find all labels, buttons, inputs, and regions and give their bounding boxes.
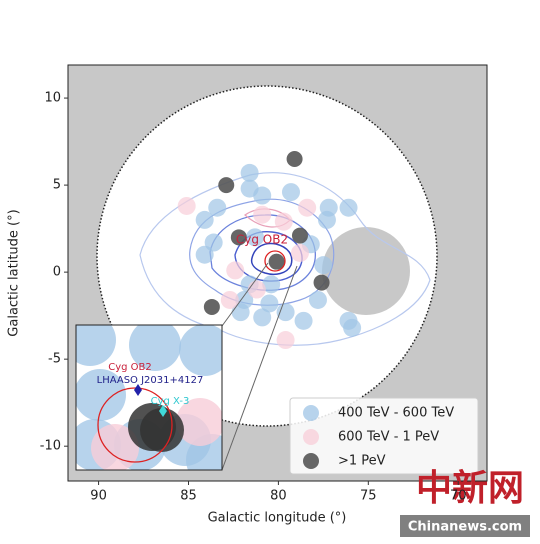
inset: Cyg OB2 LHAASO J2031+4127 Cyg X-3 (75, 324, 223, 471)
x-axis-label: Galactic longitude (°) (208, 511, 347, 526)
x-tick-label: 75 (360, 489, 377, 504)
cyg-ob2-circle (264, 250, 286, 272)
point (281, 183, 300, 202)
inset-frame (75, 324, 223, 471)
connector (221, 262, 269, 327)
y-axis-label: Galactic latitude (°) (7, 209, 22, 336)
y-tick-label: 0 (53, 265, 61, 280)
x-tick-label: 85 (180, 489, 197, 504)
y-tick-label: -5 (48, 352, 61, 367)
y-tick-label: 5 (53, 178, 61, 193)
point (195, 245, 214, 264)
point (317, 210, 336, 229)
inset-label: Cyg OB2 (108, 362, 152, 373)
y-tick-label: 10 (44, 91, 61, 106)
point (276, 303, 295, 322)
legend-marker (303, 429, 319, 445)
point (276, 331, 295, 350)
point (294, 311, 313, 330)
point (286, 150, 303, 167)
watermark-site: Chinanews.com (408, 520, 522, 535)
watermark-logo: 中新网 (416, 468, 524, 509)
point (203, 298, 220, 315)
point (290, 243, 309, 262)
legend-box (289, 397, 479, 475)
point (230, 229, 247, 246)
point (314, 256, 333, 275)
point (247, 280, 266, 299)
point (253, 186, 272, 205)
plot-frame (67, 64, 488, 482)
legend: 400 TeV - 600 TeV 600 TeV - 1 PeV >1 PeV (289, 397, 479, 475)
annotation: Cyg OB2 (236, 233, 288, 247)
point (240, 163, 259, 182)
legend-label: 400 TeV - 600 TeV (338, 406, 454, 421)
point (262, 275, 281, 294)
point (208, 198, 227, 217)
y-tick-label: -10 (40, 439, 61, 454)
inset-points (76, 325, 222, 470)
connector (221, 265, 298, 471)
point (291, 227, 308, 244)
point (177, 196, 196, 215)
point (298, 198, 317, 217)
point (253, 205, 272, 224)
point (343, 318, 362, 337)
point (226, 261, 245, 280)
x-tick-label: 70 (450, 489, 467, 504)
masked-region (322, 227, 410, 315)
x-tick-label: 80 (270, 489, 287, 504)
x-tick-label: 90 (90, 489, 107, 504)
point (231, 303, 250, 322)
legend-marker (303, 453, 319, 469)
legend-label: >1 PeV (338, 454, 386, 469)
point (195, 210, 214, 229)
inset-label: Cyg X-3 (151, 396, 190, 407)
watermark-bg (400, 515, 530, 537)
point (220, 290, 239, 309)
point (339, 198, 358, 217)
point (268, 253, 285, 270)
point (253, 308, 272, 327)
point (274, 212, 293, 231)
point (246, 228, 265, 247)
legend-marker (303, 405, 319, 421)
point (260, 294, 279, 313)
legend-label: 600 TeV - 1 PeV (338, 430, 439, 445)
point (308, 290, 327, 309)
point (218, 177, 235, 194)
point (313, 274, 330, 291)
inset-label: LHAASO J2031+4127 (97, 375, 204, 386)
